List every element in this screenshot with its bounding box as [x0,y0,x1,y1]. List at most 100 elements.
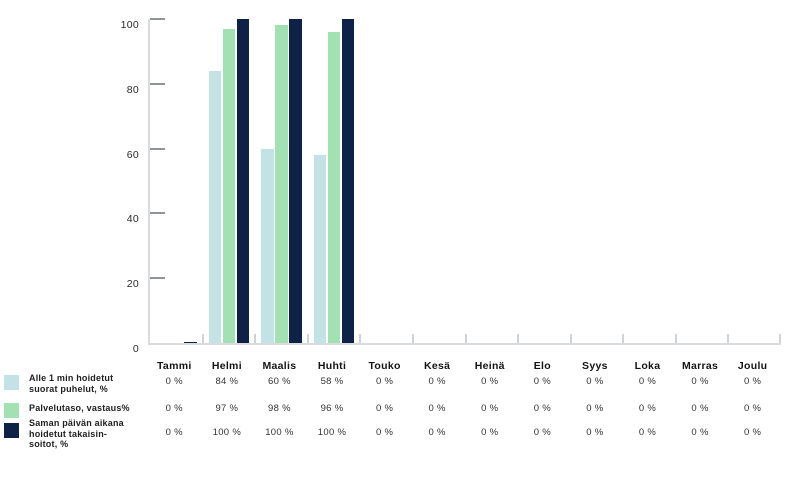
x-axis-tick-11 [727,334,730,343]
table-cell-r1-helmi: 84 % [215,376,239,387]
x-axis-tick-5 [411,334,414,343]
month-label-touko: Touko [368,360,401,372]
bar-huhti-series-1[interactable] [313,155,327,343]
bar-group-syys [571,19,624,343]
y-axis-label-100: 100 [120,19,139,31]
table-cell-r3-touko: 0 % [375,427,394,438]
x-axis-tick-4 [359,334,362,343]
table-cell-r1-heinä: 0 % [481,376,499,387]
bar-helmi-series-2[interactable] [222,28,236,343]
bar-group-heinä [466,19,519,343]
table-cell-r1-joulu: 0 % [744,376,762,387]
x-axis-tick-6 [464,334,467,343]
table-cell-r3-kesä: 0 % [428,427,446,438]
y-axis-tick-80 [150,82,165,85]
month-label-elo: Elo [533,360,551,372]
x-axis-tick-9 [622,334,625,343]
table-cell-r3-marras: 0 % [691,427,709,438]
bar-group-helmi [203,19,256,343]
table-cell-r1-marras: 0 % [691,376,709,387]
table-cell-r1-syys: 0 % [586,376,604,387]
table-cell-r1-loka: 0 % [638,376,657,387]
table-cell-r3-huhti: 100 % [317,427,347,438]
bar-huhti-series-2[interactable] [327,31,341,343]
month-label-tammi: Tammi [157,360,192,372]
table-cell-r1-maalis: 60 % [268,376,291,387]
bar-group-touko [360,19,413,343]
table-cell-r2-helmi: 97 % [215,403,239,414]
table-cell-r2-joulu: 0 % [744,403,762,414]
table-cell-r2-touko: 0 % [375,403,394,414]
table-row-callbacks: 0 % 100 % 100 % 100 % 0 % 0 % 0 % 0 % 0 % 0 % 0 % 0… [148,427,779,438]
x-axis-tick-10 [674,334,677,343]
y-axis-label-40: 40 [126,213,139,226]
table-cell-r3-heinä: 0 % [481,427,499,438]
legend-label-service-level: Palvelutaso, vastaus% [29,403,130,413]
table-cell-r3-maalis: 100 % [265,427,294,438]
month-label-row: Tammi Helmi Maalis Huhti Touko Kesä Heinä Elo Sy… [148,360,779,372]
y-axis-tick-40 [150,212,165,215]
x-axis-tick-8 [569,334,572,343]
table-cell-r3-joulu: 0 % [744,427,762,438]
table-cell-r3-elo: 0 % [533,427,551,438]
table-cell-r1-elo: 0 % [533,376,551,387]
y-axis-tick-60 [150,147,165,150]
table-cell-r2-huhti: 96 % [320,403,344,414]
table-cell-r1-touko: 0 % [375,376,394,387]
month-label-heinä: Heinä [474,360,505,372]
bar-huhti-series-3[interactable] [341,19,355,343]
bar-group-maalis [255,19,308,343]
y-axis-label-20: 20 [126,278,139,291]
table-cell-r2-maalis: 98 % [268,403,291,414]
month-label-marras: Marras [681,360,719,372]
bar-helmi-series-1[interactable] [208,70,222,343]
table-cell-r2-heinä: 0 % [481,403,499,414]
legend-label-callbacks: Saman päivän aikana hoidetut takaisin- s… [29,418,124,449]
bar-group-marras [676,19,729,343]
y-axis-label-80: 80 [126,83,139,96]
month-label-joulu: Joulu [737,360,768,372]
y-axis-tick-20 [150,277,165,280]
x-axis-tick-12 [779,334,781,343]
table-row-direct-calls: 0 % 84 % 60 % 58 % 0 % 0 % 0 % 0 % 0 % 0 % 0 % 0 % [148,376,779,387]
bar-group-huhti [308,19,361,343]
bar-helmi-series-3[interactable] [236,19,250,343]
x-axis-tick-7 [517,334,520,343]
bar-group-elo [518,19,571,343]
table-cell-r2-syys: 0 % [586,403,604,414]
y-axis-label-60: 60 [126,148,139,161]
bar-tammi-series-3[interactable] [184,342,197,343]
x-axis-tick-2 [254,334,257,343]
legend-swatch-callbacks [4,423,19,438]
bar-group-joulu [728,19,781,343]
month-label-maalis: Maalis [262,360,297,372]
month-label-huhti: Huhti [317,360,347,372]
x-axis-tick-3 [306,334,309,343]
legend-swatch-direct-calls [4,375,19,390]
table-cell-r2-kesä: 0 % [428,403,446,414]
month-label-kesä: Kesä [424,360,451,372]
table-cell-r3-tammi: 0 % [165,427,183,438]
table-cell-r2-tammi: 0 % [165,403,183,414]
bar-group-loka [623,19,676,343]
table-cell-r2-elo: 0 % [533,403,551,414]
bar-maalis-series-3[interactable] [289,19,302,343]
bar-maalis-series-1[interactable] [261,148,274,343]
y-axis-label-0: 0 [132,343,139,355]
table-cell-r2-marras: 0 % [691,403,709,414]
month-label-helmi: Helmi [211,360,242,372]
table-cell-r1-kesä: 0 % [428,376,446,387]
table-cell-r3-loka: 0 % [638,427,657,438]
y-axis-tick-100 [150,18,165,20]
bar-group-kesä [413,19,466,343]
month-label-syys: Syys [582,360,608,372]
legend-label-direct-calls: Alle 1 min hoidetut suorat puhelut, % [29,373,114,394]
table-cell-r2-loka: 0 % [638,403,657,414]
bar-maalis-series-2[interactable] [275,25,288,343]
table-cell-r1-huhti: 58 % [320,376,344,387]
table-cell-r1-tammi: 0 % [165,376,183,387]
bar-group-tammi [150,19,203,343]
table-cell-r3-helmi: 100 % [212,427,242,438]
x-axis-tick-1 [201,334,204,343]
